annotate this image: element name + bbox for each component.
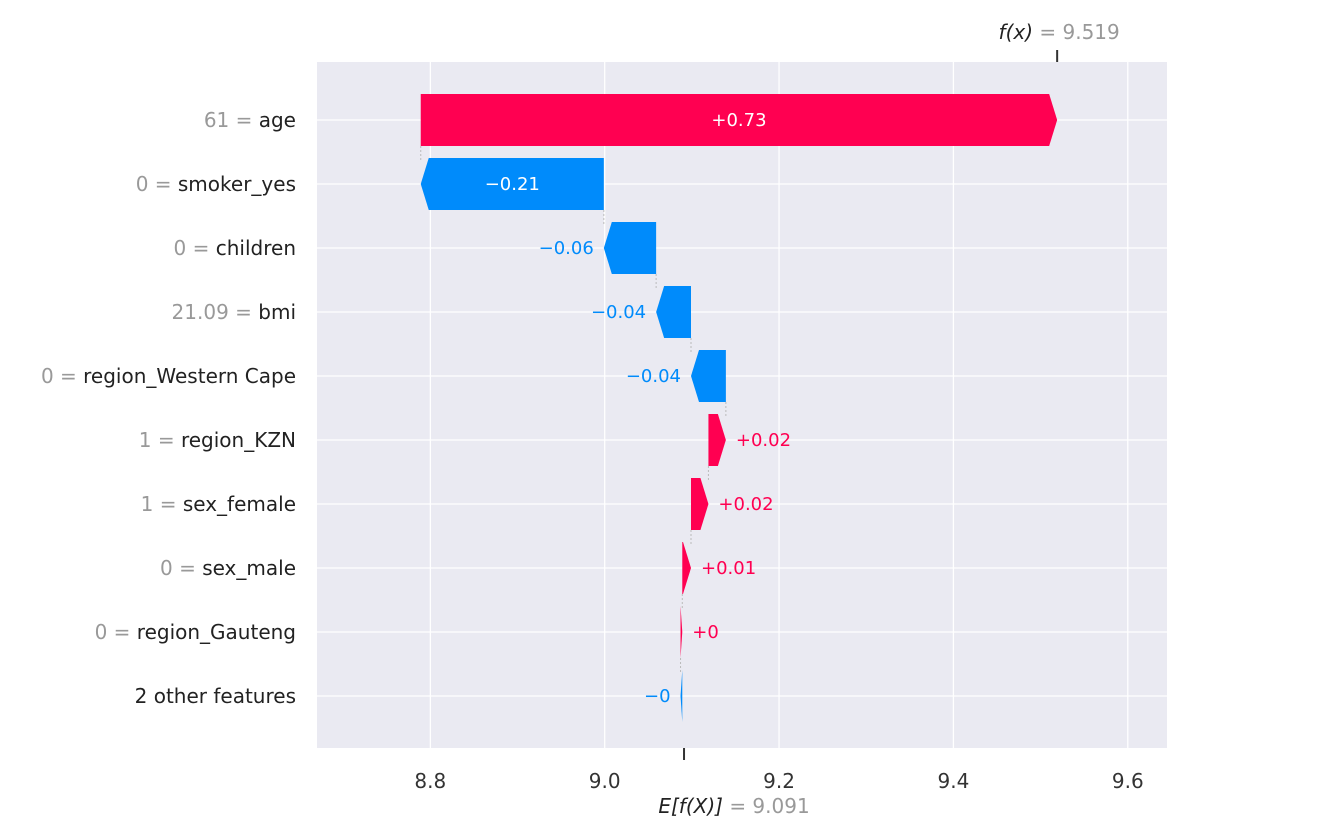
waterfall-bar — [420, 158, 604, 210]
base-value-label: E[f(X)] = 9.091 — [658, 794, 809, 817]
bar-value-label: +0.02 — [736, 430, 791, 451]
feature-label: 2 other features — [135, 684, 296, 708]
waterfall-bar — [603, 222, 657, 274]
waterfall-bar — [420, 94, 1058, 146]
output-value-label: f(x) = 9.519 — [999, 20, 1120, 44]
bar-value-label: −0.04 — [626, 366, 681, 387]
feature-label: 0 = smoker_yes — [136, 172, 296, 196]
feature-label: 1 = region_KZN — [139, 428, 296, 452]
bar-value-label: +0.73 — [711, 110, 766, 131]
feature-label: 1 = sex_female — [141, 492, 296, 516]
bar-value-label: +0.01 — [701, 558, 756, 579]
waterfall-bar — [680, 606, 683, 658]
x-tick-label: 8.8 — [414, 769, 446, 793]
feature-label: 61 = age — [204, 108, 296, 132]
grid-layer — [317, 62, 1167, 748]
waterfall-bar — [656, 286, 691, 338]
x-tick-label: 9.4 — [938, 769, 970, 793]
feature-label: 0 = region_Western Cape — [41, 364, 296, 388]
bar-value-label: +0.02 — [718, 494, 773, 515]
x-tick-label: 9.0 — [589, 769, 621, 793]
waterfall-bar — [682, 542, 691, 594]
x-tick-label: 9.6 — [1112, 769, 1144, 793]
bars-layer — [420, 94, 1058, 722]
waterfall-bar — [680, 670, 683, 722]
bar-value-label: +0 — [692, 622, 719, 643]
x-tick-label: 9.2 — [763, 769, 795, 793]
feature-label: 0 = sex_male — [160, 556, 296, 580]
waterfall-bar — [691, 350, 726, 402]
feature-label: 21.09 = bmi — [172, 300, 296, 324]
bar-value-label: −0 — [644, 686, 671, 707]
bar-value-label: −0.21 — [485, 174, 540, 195]
bar-value-label: −0.04 — [591, 302, 646, 323]
feature-label: 0 = region_Gauteng — [95, 620, 296, 644]
feature-label: 0 = children — [174, 236, 296, 260]
axis-layer: 8.8 9.0 9.2 9.4 9.6 f(x) = 9.519 E[f(X)] = 9.0… — [414, 20, 1143, 817]
waterfall-bar — [708, 414, 726, 466]
waterfall-bar — [691, 478, 709, 530]
labels-layer: +0.73 61 = age −0.21 0 = smoker_yes −0.06 0 =… — [41, 108, 791, 708]
bar-value-label: −0.06 — [539, 238, 594, 259]
